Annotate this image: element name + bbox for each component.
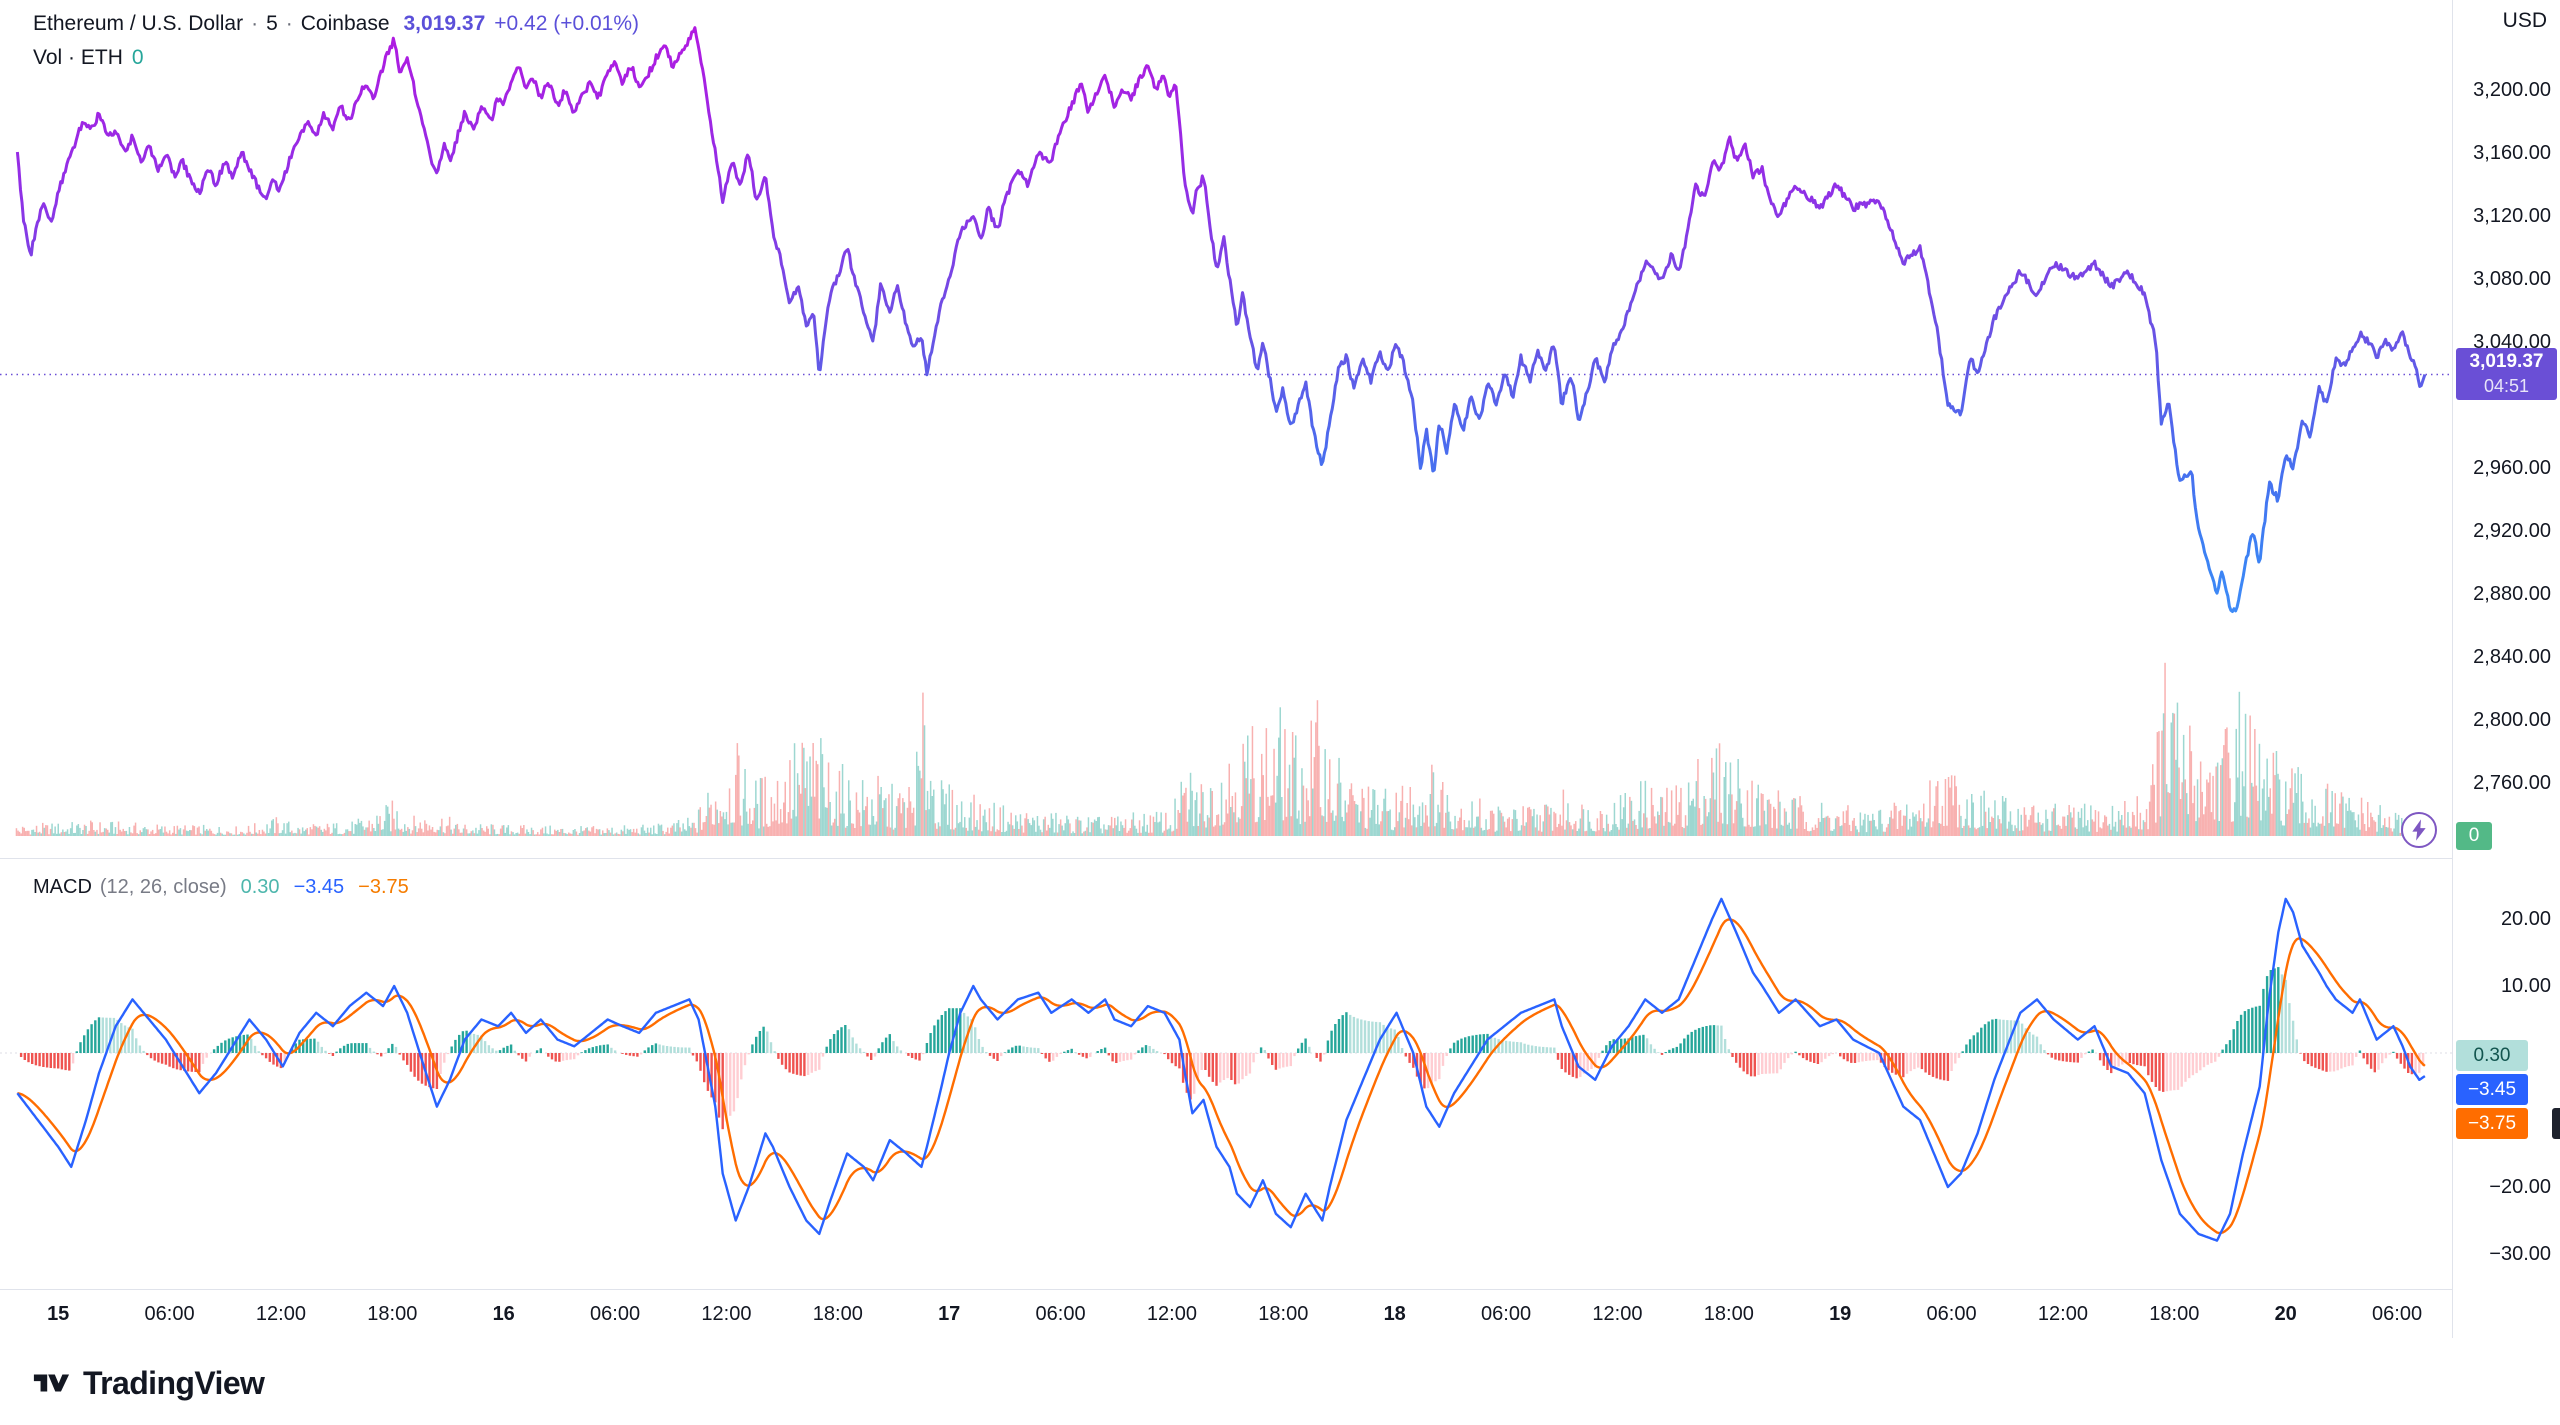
tradingview-logo[interactable]: TradingView: [30, 1364, 265, 1402]
bar-countdown: 04:51: [2483, 376, 2530, 396]
time-label: 12:00: [1592, 1303, 1643, 1325]
macd-histogram: [19, 967, 2425, 1130]
price-tick-label: 2,800.00: [2473, 709, 2551, 731]
time-label: 06:00: [590, 1303, 641, 1325]
price-tick-label: 2,840.00: [2473, 646, 2551, 668]
macd-signal-value: −3.75: [358, 876, 409, 898]
volume-value: 0: [131, 46, 144, 69]
last-price-value: 3,019.37: [403, 12, 486, 35]
macd-title[interactable]: MACD: [33, 876, 92, 898]
last-price-badge: 3,019.37 04:51: [2456, 348, 2557, 400]
time-label: 12:00: [1146, 1303, 1197, 1325]
time-label: 20: [2274, 1303, 2297, 1325]
macd-tick-label: −20.00: [2489, 1176, 2551, 1198]
pane-separator[interactable]: [0, 858, 2560, 859]
macd-tick-label: 20.00: [2500, 908, 2551, 930]
time-axis[interactable]: 15 06:00 12:00 18:00 16 06:00 12:00 18:00 17 06:0…: [0, 1289, 2560, 1339]
time-label: 06:00: [1926, 1303, 1977, 1325]
symbol-title[interactable]: Ethereum / U.S. Dollar: [33, 12, 244, 35]
price-axis[interactable]: USD 3,200.00 3,160.00 3,120.00 3,080.00 3,04…: [2452, 0, 2560, 1338]
time-label: 18: [1383, 1303, 1406, 1325]
price-change-value: +0.42 (+0.01%): [494, 12, 640, 35]
macd-tick-label: 10.00: [2500, 975, 2551, 997]
time-label: 12:00: [701, 1303, 752, 1325]
volume-badge: 0: [2456, 822, 2492, 850]
symbol-legend: Ethereum / U.S. Dollar · 5 · Coinbase 3,019.3…: [33, 10, 639, 37]
volume-label[interactable]: Vol · ETH: [33, 46, 123, 69]
price-tick-label: 3,160.00: [2473, 142, 2551, 164]
macd-legend: MACD (12, 26, close) 0.30 −3.45 −3.75: [33, 876, 409, 899]
lightning-bolt-icon: [2412, 819, 2426, 841]
legend-separator: ·: [285, 12, 293, 35]
macd-axis-badge: −3.45: [2456, 1074, 2528, 1105]
chart-plot-area[interactable]: [0, 0, 2452, 1288]
macd-tick-label: −30.00: [2489, 1243, 2551, 1265]
macd-params: (12, 26, close): [99, 876, 227, 898]
time-label: 06:00: [2372, 1303, 2423, 1325]
macd-line: [16, 897, 2426, 1242]
macd-axis-badge: −3.75: [2456, 1108, 2528, 1139]
time-label: 16: [492, 1303, 515, 1325]
volume-badge-text: 0: [2468, 825, 2480, 846]
price-tick-label: 3,040.00: [2473, 331, 2551, 353]
time-label: 06:00: [1481, 1303, 1532, 1325]
time-label: 19: [1829, 1303, 1852, 1325]
brand-wordmark: TradingView: [83, 1364, 265, 1401]
volume-bars: [15, 662, 2426, 836]
time-label: 12:00: [255, 1303, 306, 1325]
time-label: 18:00: [1258, 1303, 1309, 1325]
clipped-badge: [2552, 1108, 2560, 1139]
time-label: 12:00: [2037, 1303, 2088, 1325]
time-label: 18:00: [812, 1303, 863, 1325]
time-label: 18:00: [1703, 1303, 1754, 1325]
macd-signal-line: [17, 918, 2426, 1235]
currency-toggle[interactable]: USD: [2502, 9, 2547, 32]
exchange-label[interactable]: Coinbase: [300, 12, 390, 35]
price-tick-label: 2,920.00: [2473, 520, 2551, 542]
volume-legend: Vol · ETH 0: [33, 44, 144, 71]
macd-hist-value: 0.30: [240, 876, 280, 898]
legend-separator: ·: [251, 12, 259, 35]
badge-price-text: 3,019.37: [2469, 351, 2544, 372]
time-label: 17: [938, 1303, 961, 1325]
price-line: [15, 26, 2427, 613]
tradingview-mark-icon: [33, 1374, 70, 1392]
time-label: 18:00: [2149, 1303, 2200, 1325]
price-tick-label: 2,880.00: [2473, 583, 2551, 605]
price-tick-label: 3,120.00: [2473, 205, 2551, 227]
price-tick-label: 2,960.00: [2473, 457, 2551, 479]
price-tick-label: 3,080.00: [2473, 268, 2551, 290]
macd-line-value: −3.45: [293, 876, 345, 898]
time-label: 15: [47, 1303, 70, 1325]
interval-label[interactable]: 5: [266, 12, 278, 35]
price-tick-label: 2,760.00: [2473, 772, 2551, 794]
macd-axis-badge: 0.30: [2456, 1040, 2528, 1071]
instant-trading-button[interactable]: [2401, 812, 2437, 848]
price-tick-label: 3,200.00: [2473, 79, 2551, 101]
time-label: 06:00: [1035, 1303, 1086, 1325]
time-label: 06:00: [144, 1303, 195, 1325]
time-label: 18:00: [367, 1303, 418, 1325]
